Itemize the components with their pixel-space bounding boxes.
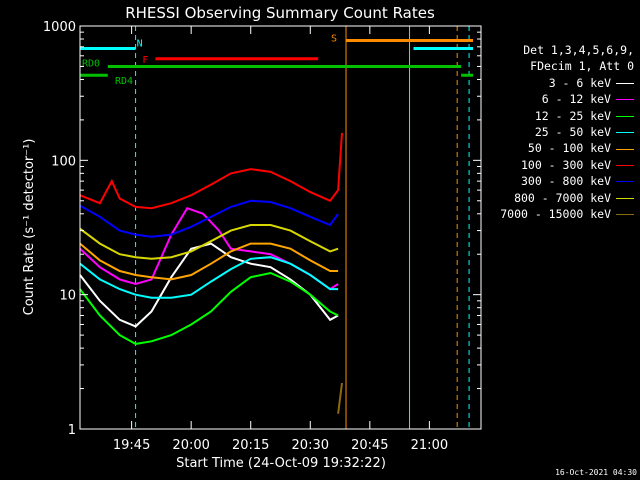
legend-label: 25 - 50 keV bbox=[534, 125, 611, 140]
legend-entry: 300 - 800 keV bbox=[484, 173, 634, 189]
plot-marks: NF S RD0 RD4 bbox=[79, 26, 474, 429]
legend-label: 100 - 300 keV bbox=[520, 157, 611, 172]
plot-frame bbox=[79, 25, 482, 430]
legend-swatch bbox=[616, 214, 634, 216]
y-tick-label-1: 10 bbox=[59, 289, 76, 304]
legend-entry: 25 - 50 keV bbox=[484, 124, 634, 140]
status-label-1: F bbox=[142, 55, 148, 66]
legend-entry: 12 - 25 keV bbox=[484, 108, 634, 124]
legend-label: 300 - 800 keV bbox=[520, 174, 611, 189]
legend-swatch bbox=[616, 181, 634, 183]
status-label-5: RD4 bbox=[115, 76, 133, 87]
series-line-2 bbox=[79, 271, 339, 345]
legend-header-line-2: FDecim 1, Att 0 bbox=[530, 59, 634, 74]
series-line-7 bbox=[79, 224, 339, 260]
series-line-3 bbox=[79, 256, 339, 299]
legend: Det 1,3,4,5,6,9, FDecim 1, Att 0 3 - 6 k… bbox=[484, 42, 634, 222]
y-tick-label-2: 100 bbox=[51, 154, 76, 169]
x-tick-label-2: 20:15 bbox=[232, 438, 269, 453]
legend-entries: 3 - 6 keV 6 - 12 keV 12 - 25 keV 25 - 50 ke… bbox=[484, 75, 634, 223]
legend-swatch bbox=[616, 99, 634, 101]
legend-swatch bbox=[616, 115, 634, 117]
series-line-6 bbox=[79, 199, 339, 238]
x-axis-label: Start Time (24-Oct-09 19:32:22) bbox=[176, 456, 386, 471]
axes: 19:45 20:00 20:15 20:30 20:45 21:00 1 10 100 1000 bbox=[43, 20, 481, 453]
legend-label: 3 - 6 keV bbox=[548, 75, 611, 90]
legend-entry: 800 - 7000 keV bbox=[484, 190, 634, 206]
series-line-8 bbox=[337, 382, 343, 414]
legend-swatch bbox=[616, 83, 634, 85]
status-label-0: N bbox=[137, 38, 143, 49]
legend-swatch bbox=[616, 165, 634, 167]
legend-swatch bbox=[616, 148, 634, 150]
legend-entry: 3 - 6 keV bbox=[484, 75, 634, 91]
y-tick-label-3: 1000 bbox=[43, 20, 76, 35]
series-line-5 bbox=[79, 132, 343, 210]
legend-entry: 7000 - 15000 keV bbox=[484, 206, 634, 222]
x-tick-label-0: 19:45 bbox=[113, 438, 150, 453]
x-tick-label-1: 20:00 bbox=[172, 438, 209, 453]
legend-label: 7000 - 15000 keV bbox=[500, 207, 611, 222]
legend-header-line-1: Det 1,3,4,5,6,9, bbox=[523, 43, 634, 57]
x-tick-label-3: 20:30 bbox=[292, 438, 329, 453]
legend-label: 800 - 7000 keV bbox=[514, 190, 611, 205]
generated-timestamp: 16-Oct-2021 04:30 bbox=[555, 468, 637, 477]
x-tick-label-4: 20:45 bbox=[351, 438, 388, 453]
chart-title: RHESSI Observing Summary Count Rates bbox=[125, 4, 435, 22]
legend-entry: 100 - 300 keV bbox=[484, 157, 634, 173]
legend-swatch bbox=[616, 197, 634, 199]
x-tick-label-5: 21:00 bbox=[411, 438, 448, 453]
legend-entry: 6 - 12 keV bbox=[484, 91, 634, 107]
status-label-2: S bbox=[331, 33, 337, 44]
legend-entry: 50 - 100 keV bbox=[484, 140, 634, 156]
legend-swatch bbox=[616, 132, 634, 134]
y-tick-label-0: 1 bbox=[68, 423, 76, 438]
legend-label: 12 - 25 keV bbox=[534, 108, 611, 123]
status-label-4: RD0 bbox=[82, 58, 100, 69]
legend-label: 50 - 100 keV bbox=[527, 141, 611, 156]
y-axis-label: Count Rate (s⁻¹ detector⁻¹) bbox=[22, 139, 37, 316]
series-line-4 bbox=[79, 242, 339, 281]
legend-label: 6 - 12 keV bbox=[541, 92, 611, 107]
